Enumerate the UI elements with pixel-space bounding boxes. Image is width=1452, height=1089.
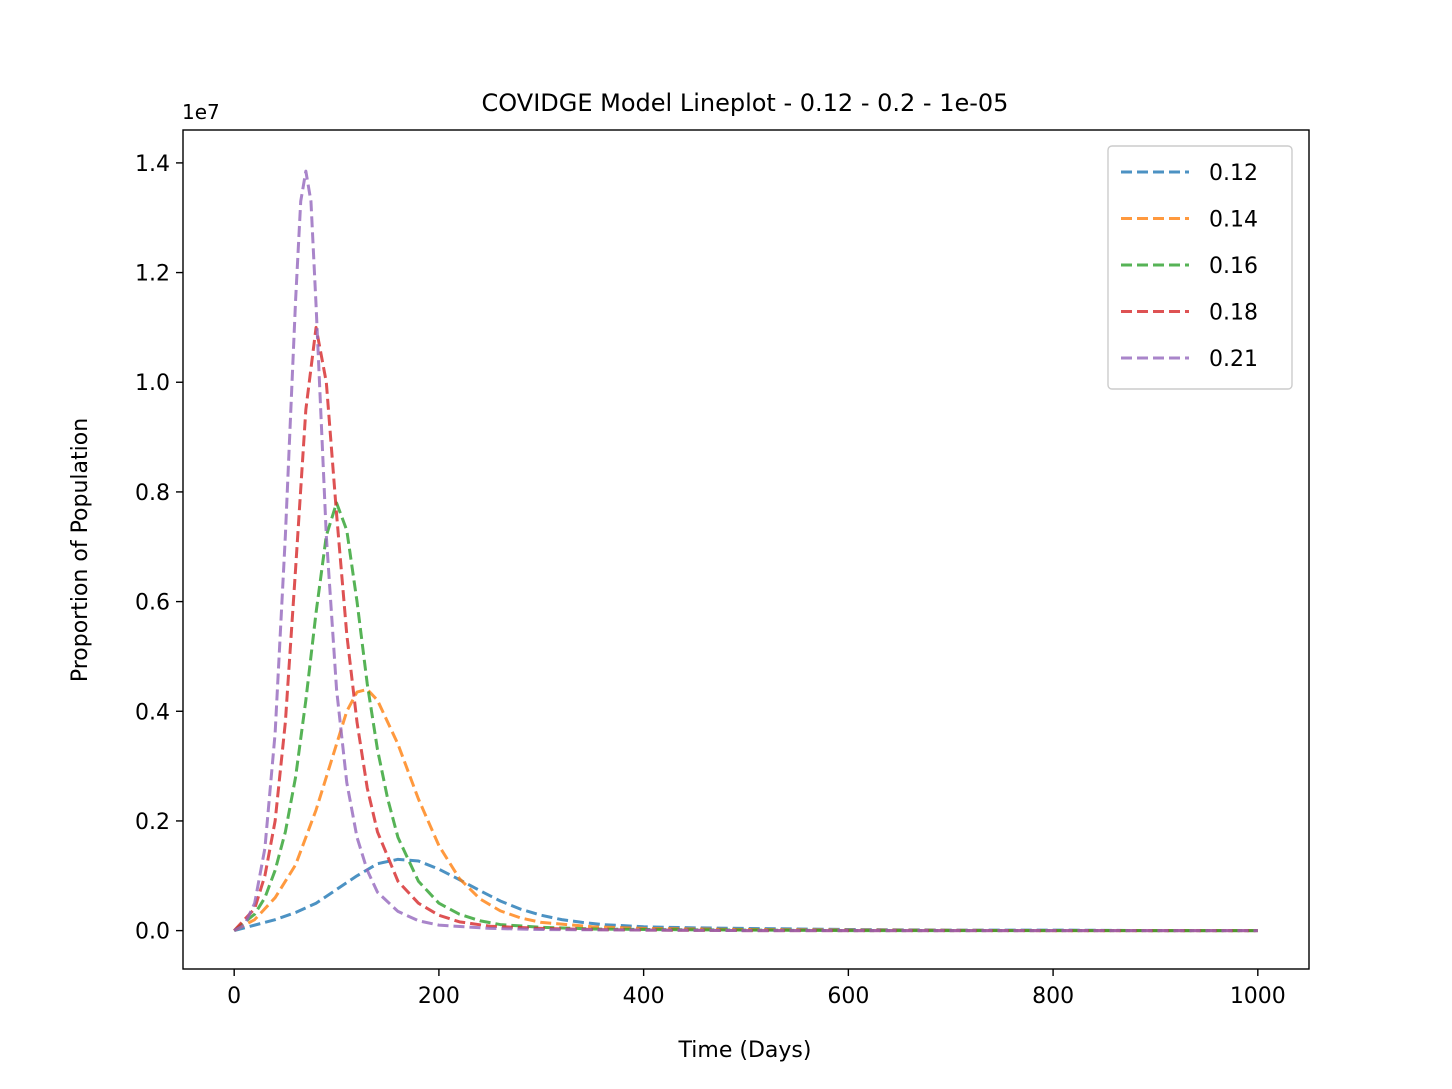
series-line-4 <box>233 169 1258 933</box>
x-tick-label: 0 <box>227 984 241 1009</box>
series-layer <box>233 169 1258 933</box>
legend-label-0: 0.12 <box>1209 161 1258 186</box>
x-axis-label: Time (Days) <box>678 1038 812 1063</box>
plot-area-frame <box>182 129 1310 970</box>
legend-label-4: 0.21 <box>1209 347 1258 372</box>
y-tick-label: 1.4 <box>135 152 170 177</box>
y-axis-multiplier: 1e7 <box>182 100 220 124</box>
y-tick-label: 1.2 <box>135 262 170 287</box>
x-tick-label: 600 <box>827 984 869 1009</box>
y-tick-label: 0.6 <box>135 591 170 616</box>
x-tick-label: 400 <box>623 984 665 1009</box>
legend-label-3: 0.18 <box>1209 301 1258 326</box>
x-axis: 0 200 400 600 800 1000 <box>227 969 1286 1009</box>
legend-label-1: 0.14 <box>1209 208 1258 233</box>
y-axis: 0.0 0.2 0.4 0.6 0.8 1.0 1.2 1.4 <box>135 152 183 945</box>
y-tick-label: 0.2 <box>135 810 170 835</box>
legend-label-2: 0.16 <box>1209 254 1258 279</box>
x-tick-label: 800 <box>1032 984 1074 1009</box>
y-tick-label: 0.8 <box>135 481 170 506</box>
x-tick-label: 200 <box>418 984 460 1009</box>
y-axis-label: Proportion of Population <box>68 418 93 682</box>
y-tick-label: 0.0 <box>135 920 170 945</box>
chart-title: COVIDGE Model Lineplot - 0.12 - 0.2 - 1e… <box>482 89 1009 117</box>
x-tick-label: 1000 <box>1230 984 1286 1009</box>
y-tick-label: 1.0 <box>135 371 170 396</box>
y-tick-label: 0.4 <box>135 700 170 725</box>
legend-frame <box>1107 145 1293 390</box>
legend: 0.12 0.14 0.16 0.18 0.21 <box>1107 145 1293 390</box>
